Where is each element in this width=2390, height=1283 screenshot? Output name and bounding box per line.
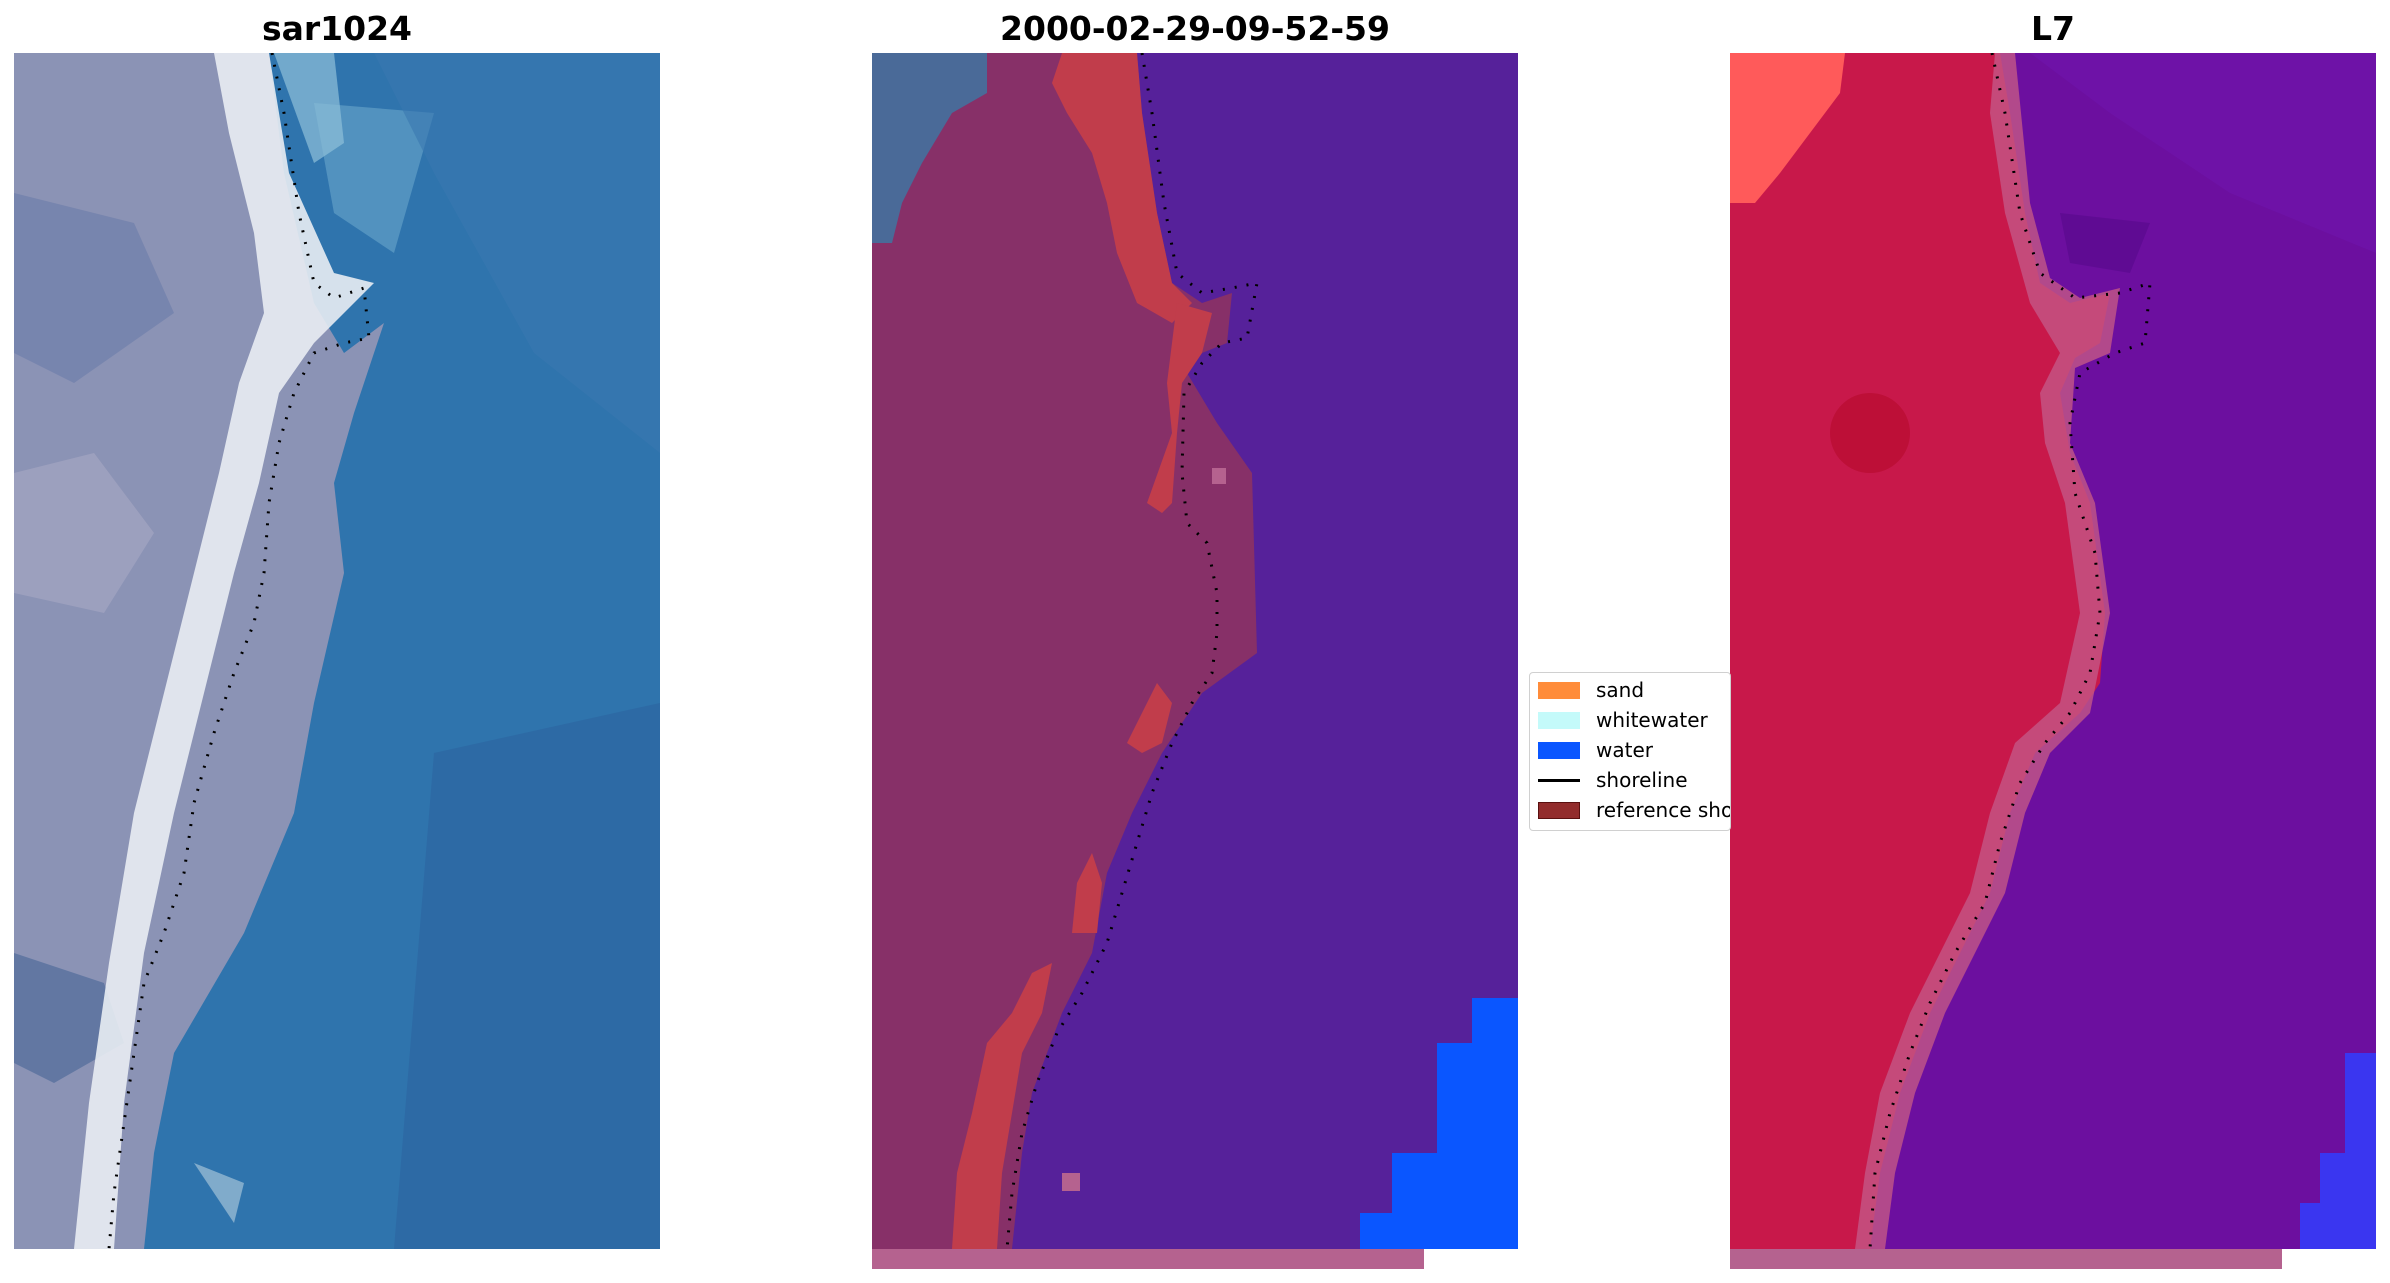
legend-label-whitewater: whitewater — [1596, 708, 1708, 732]
index-bottom-strip — [1730, 1249, 2282, 1269]
panel-title-sar: sar1024 — [261, 9, 413, 48]
whitewater-swatch — [1538, 711, 1580, 729]
legend-label-water: water — [1596, 738, 1653, 762]
legend-item-water: water — [1538, 735, 1653, 765]
classification-panel — [872, 53, 1518, 1249]
reference-shoreline-swatch — [1538, 801, 1580, 819]
legend-item-reference-shoreline: reference shoreline — [1538, 795, 1730, 825]
legend-item-sand: sand — [1538, 675, 1644, 705]
legend: sand whitewater water shoreline referenc… — [1529, 672, 1731, 831]
classified-image — [872, 53, 1518, 1249]
satellite-image — [14, 53, 660, 1249]
legend-label-sand: sand — [1596, 678, 1645, 702]
index-panel — [1730, 53, 2376, 1249]
legend-label-reference-shoreline: reference shoreline — [1596, 798, 1730, 822]
legend-label-shoreline: shoreline — [1596, 768, 1688, 792]
shoreline-line-swatch — [1538, 778, 1580, 782]
legend-item-whitewater: whitewater — [1538, 705, 1708, 735]
satellite-image-panel — [14, 53, 660, 1249]
legend-item-shoreline: shoreline — [1538, 765, 1688, 795]
index-image — [1730, 53, 2376, 1249]
panel-title-index: L7 — [2031, 9, 2075, 48]
panel-title-classification: 2000-02-29-09-52-59 — [1000, 9, 1390, 48]
classification-bottom-strip — [872, 1249, 1424, 1269]
sand-swatch — [1538, 681, 1580, 699]
water-swatch — [1538, 741, 1580, 759]
